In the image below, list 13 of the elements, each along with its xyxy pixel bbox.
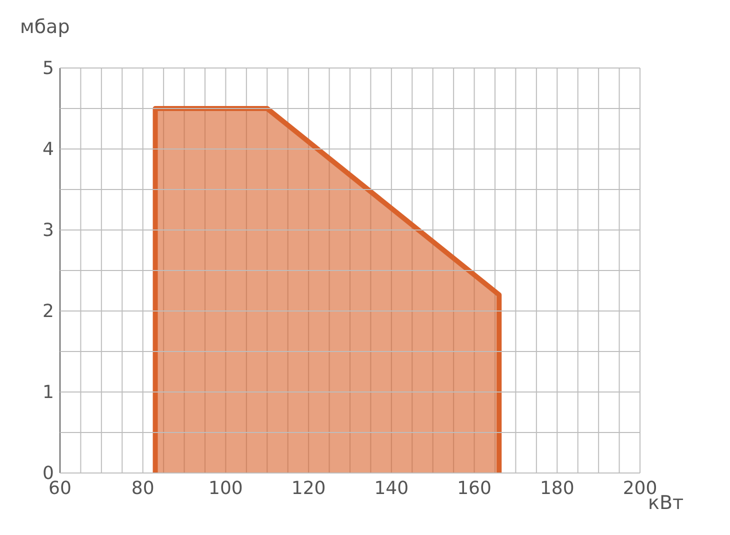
y-tick-label: 1 — [42, 382, 54, 403]
y-tick-label: 2 — [42, 301, 54, 322]
x-tick-label: 160 — [457, 478, 492, 499]
x-tick-label: 100 — [208, 478, 243, 499]
x-tick-label: 200 — [622, 478, 658, 499]
x-tick-label: 140 — [374, 478, 409, 499]
x-tick-label: 80 — [131, 478, 154, 499]
y-tick-label: 3 — [42, 220, 54, 241]
y-tick-label: 5 — [42, 58, 54, 79]
x-tick-label: 120 — [291, 478, 326, 499]
y-axis-title: мбар — [20, 16, 70, 38]
y-tick-label: 4 — [42, 139, 54, 160]
x-tick-label: 180 — [540, 478, 574, 499]
